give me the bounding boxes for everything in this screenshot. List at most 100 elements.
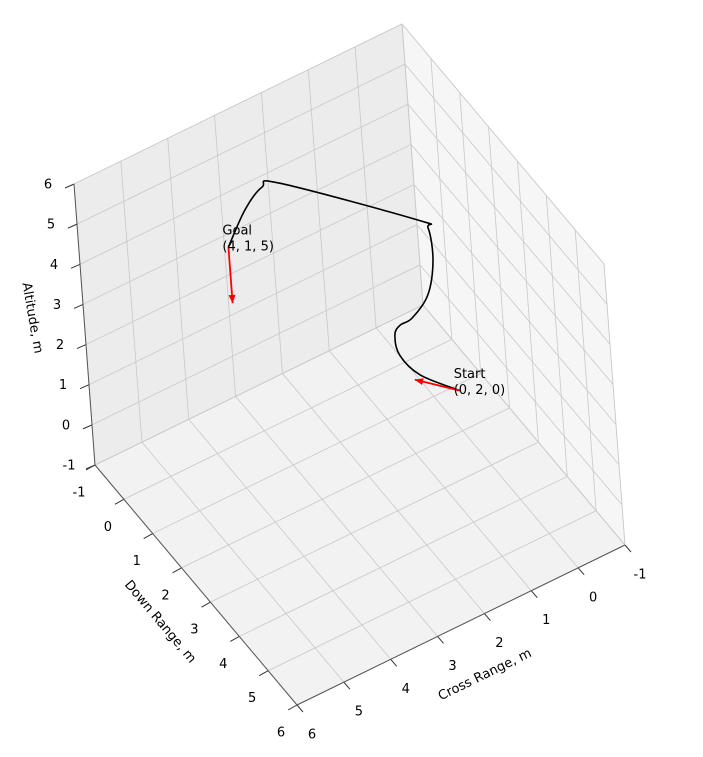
y-tick-label: 2	[161, 588, 169, 603]
z-tick	[82, 424, 93, 430]
arrow	[414, 378, 460, 392]
x-tick-label: 2	[495, 636, 503, 651]
x-tick-label: 1	[542, 613, 550, 628]
grid-line	[152, 373, 481, 534]
x-tick-label: 0	[589, 590, 597, 605]
grid-line	[416, 224, 620, 465]
y-tick	[114, 498, 125, 505]
arrow-head	[414, 378, 424, 385]
y-tick-label: 5	[248, 691, 256, 706]
x-tick	[530, 590, 538, 599]
grid-line	[413, 184, 617, 425]
y-tick	[172, 567, 182, 574]
annotation: Start	[454, 367, 486, 382]
grid-line	[91, 264, 421, 426]
z-tick-label: 6	[44, 178, 52, 193]
grid-line	[404, 63, 608, 305]
grid-line	[85, 184, 415, 345]
z-tick	[64, 183, 75, 189]
grid-line	[120, 161, 143, 443]
x-tick	[296, 704, 304, 713]
z-tick	[79, 384, 90, 390]
grid-line	[123, 338, 453, 500]
arrow-shaft	[227, 246, 234, 304]
z-tick	[70, 263, 81, 269]
y-tick-label: 6	[277, 726, 285, 741]
grid-line	[430, 58, 453, 340]
grid-line	[267, 510, 597, 672]
grid-line	[214, 115, 236, 397]
grid-line	[517, 161, 539, 443]
y-tick	[230, 635, 240, 642]
grid-line	[73, 23, 403, 185]
grid-line	[79, 103, 409, 265]
grid-line	[307, 69, 330, 351]
y-tick	[287, 704, 298, 711]
z-tick	[67, 223, 78, 229]
annotation: (4, 1, 5)	[222, 240, 274, 255]
y-tick	[258, 670, 269, 677]
grid-line	[188, 419, 392, 660]
grid-line	[574, 229, 597, 511]
grid-line	[282, 373, 485, 614]
x-tick	[343, 681, 351, 690]
grid-line	[488, 126, 510, 408]
axis-line	[73, 183, 96, 466]
y-tick	[143, 533, 153, 540]
grid-line	[76, 63, 406, 225]
grid-line	[82, 144, 412, 305]
y-tick-label: 0	[104, 520, 112, 535]
y-tick-label: 4	[219, 657, 227, 672]
x-tick	[624, 544, 632, 553]
y-tick-label: 1	[133, 554, 141, 569]
grid-line	[419, 264, 623, 506]
grid-line	[181, 407, 510, 569]
grid-line	[88, 224, 418, 386]
arrow-head	[228, 294, 236, 304]
x-tick	[390, 658, 398, 667]
grid-line	[545, 195, 568, 477]
grid-line	[354, 46, 377, 328]
annotation: Goal	[222, 224, 252, 239]
grid-line	[407, 104, 611, 345]
trajectory	[227, 180, 461, 392]
grid-line	[261, 92, 283, 374]
z-tick	[76, 344, 87, 350]
grid-line	[401, 23, 605, 265]
annotation: (0, 2, 0)	[454, 383, 506, 398]
grid-line	[235, 396, 438, 637]
x-tick-label: -1	[634, 568, 647, 583]
grid-line	[167, 138, 190, 420]
z-tick-label: 4	[50, 258, 58, 273]
grid-line	[94, 304, 424, 466]
z-tick	[73, 303, 84, 309]
y-tick-label: 3	[190, 623, 198, 638]
grid-line	[459, 92, 482, 374]
x-tick-label: 5	[355, 705, 363, 720]
grid-line	[401, 23, 424, 306]
y-tick-label: -1	[73, 486, 86, 501]
x-axis-label: Cross Range, m	[436, 646, 534, 704]
z-tick-label: 5	[47, 218, 55, 233]
y-axis-label: Down Range, m	[121, 578, 199, 667]
grid-line	[410, 144, 614, 385]
grid-line	[603, 263, 626, 546]
grid-line	[239, 476, 568, 637]
x-tick	[437, 636, 444, 644]
z-tick-label: -1	[63, 459, 76, 474]
axis-line	[94, 464, 298, 706]
axis-line	[296, 544, 626, 706]
arrow	[227, 246, 236, 304]
x-tick-label: 6	[308, 728, 316, 743]
grid-line	[141, 441, 345, 683]
z-tick-label: 3	[53, 298, 61, 313]
z-tick-label: 2	[56, 338, 64, 353]
x-tick	[577, 567, 585, 576]
y-tick	[201, 601, 211, 608]
z-tick-label: 1	[59, 378, 67, 393]
z-axis-label: Altitude, m	[18, 281, 45, 354]
x-tick-label: 4	[402, 682, 410, 697]
grid-line	[210, 441, 539, 603]
x-tick	[484, 613, 491, 621]
